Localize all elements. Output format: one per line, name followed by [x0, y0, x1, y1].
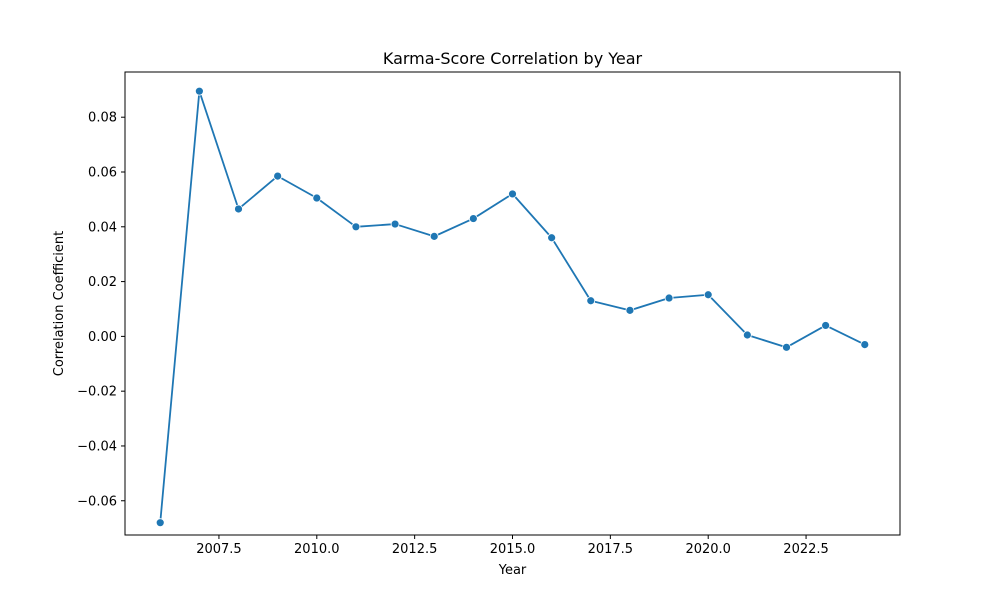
data-point — [155, 518, 165, 528]
x-tick-label: 2022.5 — [783, 542, 829, 557]
data-point — [273, 171, 283, 181]
data-point — [234, 204, 243, 214]
data-point — [586, 296, 596, 306]
y-tick-label: 0.08 — [88, 111, 117, 126]
data-point — [860, 340, 870, 349]
series-line — [159, 90, 866, 523]
y-tick-label: −0.02 — [77, 385, 117, 400]
plot-frame — [124, 71, 901, 536]
data-point — [312, 193, 322, 203]
data-point — [429, 231, 439, 241]
data-point — [194, 86, 204, 96]
data-point — [468, 214, 478, 223]
y-axis-label: Correlation Coefficient — [52, 231, 67, 377]
data-point — [664, 293, 674, 303]
x-tick-label: 2010.0 — [294, 542, 340, 557]
x-tick-label: 2020.0 — [685, 542, 731, 557]
data-point — [821, 321, 831, 330]
x-axis-label: Year — [498, 563, 527, 578]
data-point — [782, 342, 791, 352]
data-point — [508, 189, 517, 199]
data-point — [625, 305, 635, 315]
y-tick-label: 0.04 — [88, 220, 117, 235]
x-tick-label: 2015.0 — [490, 542, 536, 557]
chart-title: Karma-Score Correlation by Year — [383, 49, 643, 68]
data-point — [547, 233, 557, 243]
data-point — [742, 330, 752, 340]
y-tick-label: 0.06 — [88, 165, 117, 180]
x-tick-label: 2012.5 — [392, 542, 438, 557]
data-point — [351, 222, 361, 232]
y-tick-label: 0.00 — [88, 330, 117, 345]
x-tick-label: 2007.5 — [196, 542, 242, 557]
y-tick-label: −0.04 — [77, 439, 117, 454]
data-point — [703, 290, 713, 300]
y-tick-label: 0.02 — [88, 275, 117, 290]
x-tick-label: 2017.5 — [588, 542, 634, 557]
data-point — [390, 219, 400, 229]
y-tick-label: −0.06 — [77, 494, 117, 509]
